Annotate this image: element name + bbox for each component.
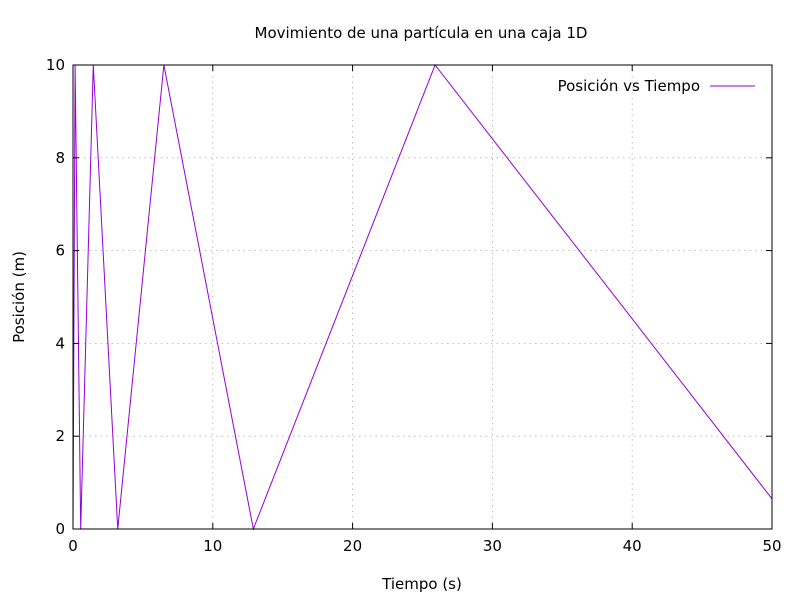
x-tick-label: 40 (623, 537, 642, 555)
y-tick-label: 10 (46, 56, 65, 74)
x-axis-label: Tiempo (s) (381, 575, 462, 593)
chart-title: Movimiento de una partícula en una caja … (255, 24, 588, 42)
series-layer (72, 63, 773, 531)
legend: Posición vs Tiempo (558, 77, 755, 95)
y-tick-label: 8 (55, 149, 65, 167)
x-axis: 0 10 20 30 40 50 (68, 65, 782, 555)
x-tick-label: 30 (483, 537, 502, 555)
grid-lines (73, 65, 772, 529)
y-axis-label: Posición (m) (10, 251, 28, 343)
legend-label: Posición vs Tiempo (558, 77, 700, 95)
y-tick-label: 4 (55, 334, 65, 352)
y-tick-label: 2 (55, 427, 65, 445)
x-tick-label: 10 (203, 537, 222, 555)
y-tick-label: 0 (55, 520, 65, 538)
y-axis: 0 2 4 6 8 10 (46, 56, 772, 538)
series-line (72, 63, 773, 531)
y-tick-label: 6 (55, 242, 65, 260)
x-tick-label: 50 (762, 537, 781, 555)
plot-frame (72, 64, 773, 530)
x-tick-label: 20 (343, 537, 362, 555)
x-tick-label: 0 (68, 537, 78, 555)
